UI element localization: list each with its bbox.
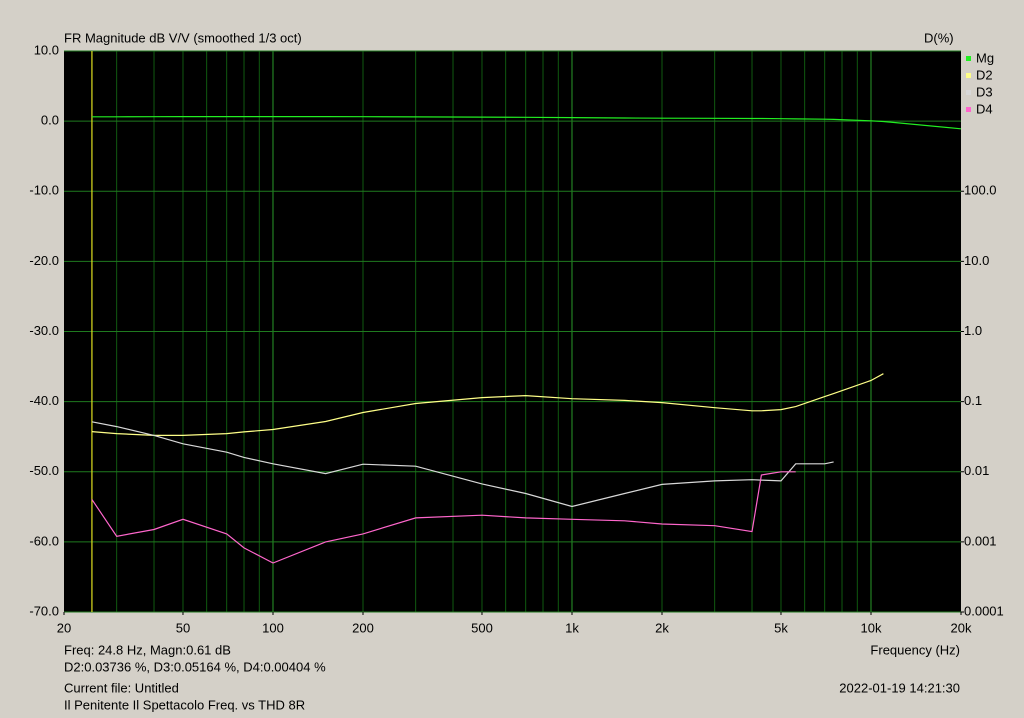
info-line: Freq: 24.8 Hz, Magn:0.61 dB [64,642,231,657]
y-tick-label: -20.0 [29,253,59,268]
info-line: Current file: Untitled [64,680,179,695]
y-tick-label: 10.0 [34,42,59,57]
y2-tick-label: 0.0001 [964,603,1004,618]
info-line: D2:0.03736 %, D3:0.05164 %, D4:0.00404 % [64,659,326,674]
x-tick-label: 2k [655,620,669,635]
y-tick-label: -70.0 [29,603,59,618]
info-line: Il Penitente Il Spettacolo Freq. vs THD … [64,697,305,712]
x-tick-label: 10k [861,620,882,635]
legend-label: D4 [976,101,993,116]
x-tick-label: 5k [774,620,788,635]
y2-tick-label: 1.0 [964,323,982,338]
x-tick-label: 100 [262,620,284,635]
series-line [91,373,884,436]
y-tick-label: -30.0 [29,323,59,338]
legend-label: Mg [976,50,994,65]
x-tick-label: 20 [57,620,71,635]
y2-axis-label: D(%) [924,30,954,45]
y2-tick-label: 10.0 [964,253,989,268]
x-tick-label: 1k [565,620,579,635]
series-line [91,471,796,564]
y2-tick-label: 100.0 [964,183,997,198]
y-tick-label: 0.0 [41,113,59,128]
x-axis-label: Frequency (Hz) [870,642,960,657]
series-line [91,116,962,130]
x-tick-label: 200 [352,620,374,635]
x-tick-label: 500 [471,620,493,635]
legend-swatch [966,90,971,95]
y-tick-label: -50.0 [29,463,59,478]
timestamp: 2022-01-19 14:21:30 [839,680,960,695]
legend-swatch [966,56,971,61]
y2-tick-label: 0.001 [964,533,997,548]
y-tick-label: -60.0 [29,533,59,548]
legend-label: D3 [976,84,993,99]
legend-swatch [966,107,971,112]
series-line [91,421,834,508]
legend-label: D2 [976,67,993,82]
y-tick-label: -40.0 [29,393,59,408]
x-tick-label: 50 [176,620,190,635]
x-tick-label: 20k [951,620,972,635]
y2-tick-label: 0.1 [964,393,982,408]
y2-tick-label: 0.01 [964,463,989,478]
y-tick-label: -10.0 [29,183,59,198]
chart-title: FR Magnitude dB V/V (smoothed 1/3 oct) [64,30,302,45]
legend-swatch [966,73,971,78]
